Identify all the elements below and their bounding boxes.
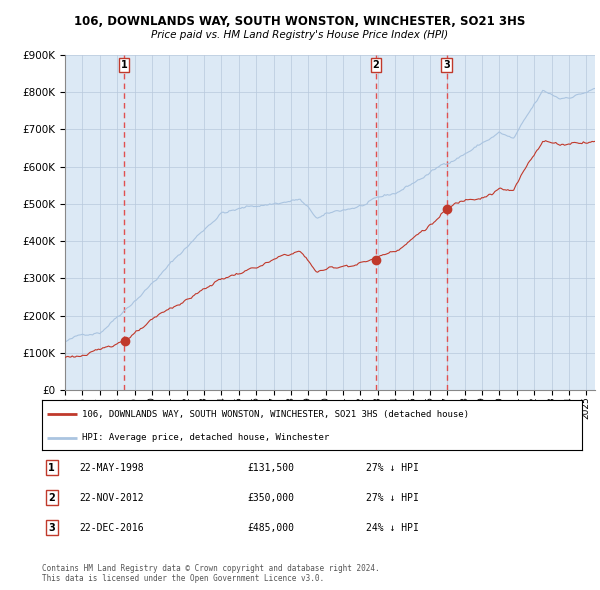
Text: 27% ↓ HPI: 27% ↓ HPI bbox=[366, 463, 419, 473]
Text: £485,000: £485,000 bbox=[247, 523, 294, 533]
Text: 27% ↓ HPI: 27% ↓ HPI bbox=[366, 493, 419, 503]
Text: 3: 3 bbox=[49, 523, 55, 533]
Text: 22-MAY-1998: 22-MAY-1998 bbox=[80, 463, 145, 473]
Text: £350,000: £350,000 bbox=[247, 493, 294, 503]
Text: 2: 2 bbox=[49, 493, 55, 503]
Text: HPI: Average price, detached house, Winchester: HPI: Average price, detached house, Winc… bbox=[83, 433, 330, 442]
Text: 1: 1 bbox=[121, 60, 127, 70]
Text: 106, DOWNLANDS WAY, SOUTH WONSTON, WINCHESTER, SO21 3HS: 106, DOWNLANDS WAY, SOUTH WONSTON, WINCH… bbox=[74, 15, 526, 28]
Text: 24% ↓ HPI: 24% ↓ HPI bbox=[366, 523, 419, 533]
Text: Price paid vs. HM Land Registry's House Price Index (HPI): Price paid vs. HM Land Registry's House … bbox=[151, 30, 449, 40]
Text: £131,500: £131,500 bbox=[247, 463, 294, 473]
Text: 106, DOWNLANDS WAY, SOUTH WONSTON, WINCHESTER, SO21 3HS (detached house): 106, DOWNLANDS WAY, SOUTH WONSTON, WINCH… bbox=[83, 409, 470, 418]
Text: 2: 2 bbox=[373, 60, 379, 70]
Text: 1: 1 bbox=[49, 463, 55, 473]
Text: 22-DEC-2016: 22-DEC-2016 bbox=[80, 523, 145, 533]
Text: 3: 3 bbox=[443, 60, 450, 70]
Text: Contains HM Land Registry data © Crown copyright and database right 2024.
This d: Contains HM Land Registry data © Crown c… bbox=[42, 563, 380, 583]
Text: 22-NOV-2012: 22-NOV-2012 bbox=[80, 493, 145, 503]
